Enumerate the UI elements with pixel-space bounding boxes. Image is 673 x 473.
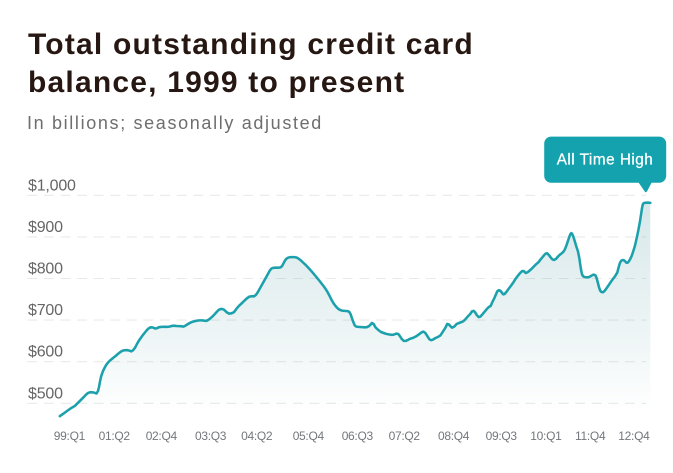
svg-text:$600: $600 xyxy=(28,344,63,361)
svg-text:$1,000: $1,000 xyxy=(28,177,76,194)
svg-text:$900: $900 xyxy=(28,219,63,236)
svg-text:99:Q1: 99:Q1 xyxy=(54,429,86,443)
svg-text:02:Q4: 02:Q4 xyxy=(146,429,178,443)
svg-text:$700: $700 xyxy=(28,302,63,319)
svg-text:01:Q2: 01:Q2 xyxy=(99,429,131,443)
svg-text:05:Q4: 05:Q4 xyxy=(293,429,325,443)
svg-text:$500: $500 xyxy=(28,385,63,402)
svg-text:06:Q3: 06:Q3 xyxy=(342,429,374,443)
svg-text:03:Q3: 03:Q3 xyxy=(195,429,227,443)
svg-text:07:Q2: 07:Q2 xyxy=(389,429,421,443)
svg-text:10:Q1: 10:Q1 xyxy=(530,429,562,443)
svg-text:All Time High: All Time High xyxy=(557,151,654,168)
svg-text:11:Q4: 11:Q4 xyxy=(575,429,606,443)
svg-text:$800: $800 xyxy=(28,261,63,278)
svg-text:08:Q4: 08:Q4 xyxy=(438,429,470,443)
svg-text:09:Q3: 09:Q3 xyxy=(486,429,518,443)
svg-text:12:Q4: 12:Q4 xyxy=(618,429,650,443)
svg-text:04:Q2: 04:Q2 xyxy=(241,429,273,443)
